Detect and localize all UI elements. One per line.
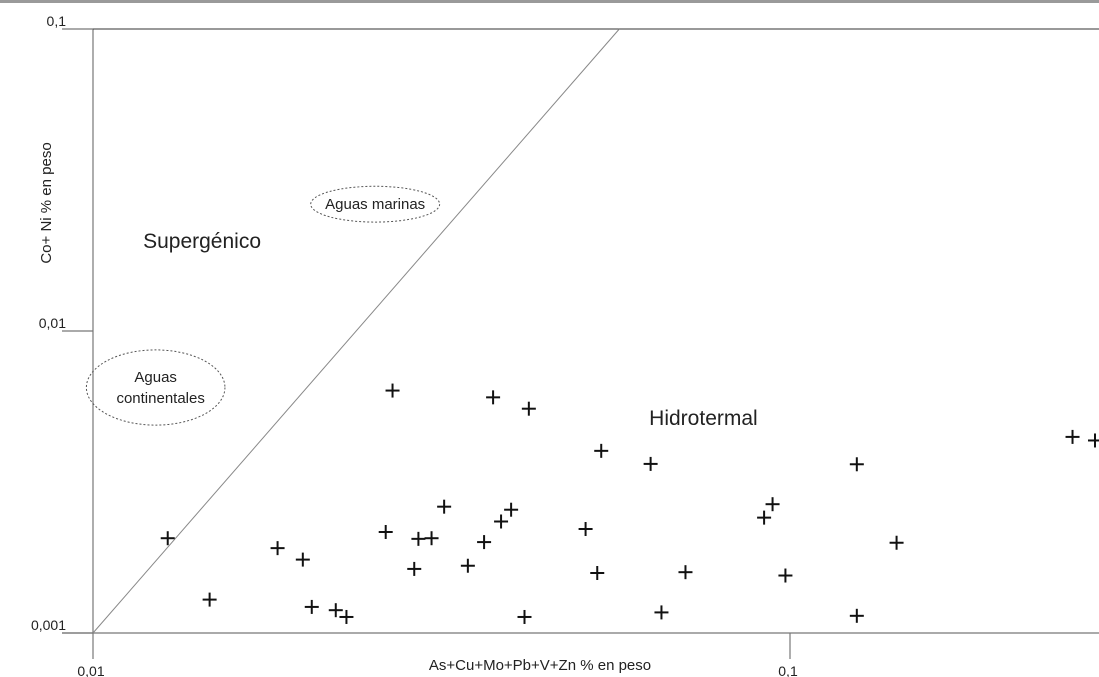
data-point xyxy=(757,510,772,525)
y-tick-label: 0,01 xyxy=(39,315,66,331)
divider-line-group xyxy=(92,28,620,634)
data-point xyxy=(594,443,609,458)
data-point xyxy=(486,390,501,405)
data-point xyxy=(765,497,780,512)
data-point xyxy=(202,592,217,607)
data-point xyxy=(424,531,439,546)
x-axis-title: As+Cu+Mo+Pb+V+Zn % en peso xyxy=(429,657,651,674)
region-label: Hidrotermal xyxy=(649,407,758,430)
data-point xyxy=(437,499,452,514)
x-tick-label: 0,1 xyxy=(778,663,798,677)
data-point xyxy=(460,558,475,573)
data-point xyxy=(339,609,354,624)
data-point xyxy=(160,531,175,546)
y-tick-label: 0,001 xyxy=(31,617,66,633)
data-point xyxy=(304,599,319,614)
data-point xyxy=(578,521,593,536)
data-point xyxy=(678,565,693,580)
data-point xyxy=(1065,429,1080,444)
data-point xyxy=(378,524,393,539)
data-point xyxy=(517,609,532,624)
data-point xyxy=(328,603,343,618)
field-ellipse xyxy=(310,185,441,223)
field-label: continentales xyxy=(116,390,204,407)
field-label: Aguas xyxy=(134,369,177,386)
data-point xyxy=(270,541,285,556)
discrimination-line xyxy=(92,28,620,634)
data-point xyxy=(889,535,904,550)
region-label: Supergénico xyxy=(143,230,261,253)
data-point xyxy=(654,605,669,620)
data-point xyxy=(778,568,793,583)
y-tick-label: 0,1 xyxy=(47,13,67,29)
y-axis-title: Co+ Ni % en peso xyxy=(38,142,55,263)
data-point xyxy=(643,456,658,471)
data-point xyxy=(411,531,426,546)
field-ellipse xyxy=(85,349,226,426)
data-point xyxy=(295,552,310,567)
plot-frame xyxy=(62,28,1099,634)
data-point xyxy=(504,502,519,517)
data-point xyxy=(385,383,400,398)
data-point xyxy=(1088,433,1099,448)
x-tick-label: 0,01 xyxy=(77,663,104,677)
field-ellipses: Aguas marinas Aguas continentales xyxy=(85,185,441,426)
data-point xyxy=(849,457,864,472)
data-point xyxy=(590,566,605,581)
region-labels: Supergénico Hidrotermal xyxy=(143,230,758,430)
field-label: Aguas marinas xyxy=(325,196,425,213)
axis-ticks: 0,001 0,01 0,1 0,01 0,1 xyxy=(31,13,798,677)
data-point xyxy=(849,608,864,623)
data-points xyxy=(160,383,1099,624)
data-point xyxy=(477,535,492,550)
data-point xyxy=(521,401,536,416)
data-point xyxy=(407,561,422,576)
data-point xyxy=(494,514,509,529)
